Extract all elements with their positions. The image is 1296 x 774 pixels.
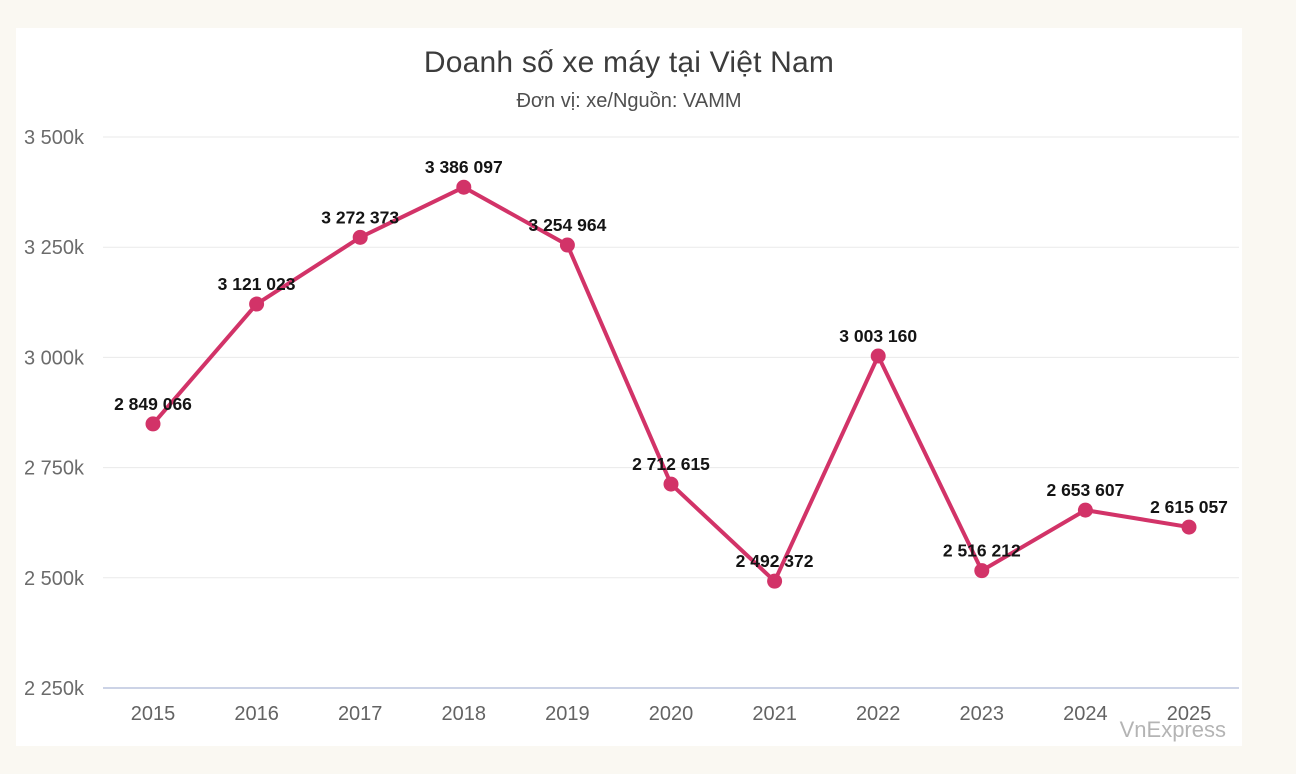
data-point-label-2017: 3 272 373 [321,207,399,227]
vnexpress-watermark: VnExpress [1119,717,1226,742]
data-point-label-2015: 2 849 066 [114,394,192,414]
data-point-2017[interactable] [352,229,368,245]
x-tick-label-2023: 2023 [960,703,1005,725]
x-tick-label-2017: 2017 [338,703,383,725]
y-tick-label: 3 250k [24,237,85,259]
data-point-2023[interactable] [974,563,990,579]
x-tick-label-2015: 2015 [131,703,176,725]
x-tick-label-2018: 2018 [442,703,487,725]
data-point-label-2021: 2 492 372 [736,551,814,571]
chart-subtitle: Đơn vị: xe/Nguồn: VAMM [516,90,742,112]
x-tick-label-2021: 2021 [752,703,797,725]
data-point-label-2022: 3 003 160 [839,326,917,346]
x-tick-label-2022: 2022 [856,703,901,725]
y-tick-label: 3 500k [24,127,85,149]
data-point-label-2025: 2 615 057 [1150,497,1228,517]
data-point-2018[interactable] [456,179,472,195]
data-point-2016[interactable] [249,296,265,312]
data-point-2015[interactable] [145,416,161,432]
chart-card: Doanh số xe máy tại Việt Nam Đơn vị: xe/… [16,28,1242,746]
x-tick-label-2020: 2020 [649,703,694,725]
data-point-2019[interactable] [559,237,575,253]
chart-title: Doanh số xe máy tại Việt Nam [423,46,835,79]
x-tick-label-2025: 2025 [1167,703,1212,725]
data-point-label-2023: 2 516 212 [943,541,1021,561]
line-chart: 2 250k 2 500k 2 750k 3 000k 3 250k 3 500k 2015… [24,127,1239,725]
data-point-2024[interactable] [1077,502,1093,518]
data-point-2025[interactable] [1181,519,1197,535]
data-point-2021[interactable] [767,573,783,589]
data-point-2022[interactable] [870,348,886,364]
data-point-label-2018: 3 386 097 [425,157,503,177]
data-point-label-2020: 2 712 615 [632,454,710,474]
y-tick-label: 2 500k [24,568,85,590]
x-tick-label-2019: 2019 [545,703,590,725]
x-tick-label-2024: 2024 [1063,703,1108,725]
y-tick-label: 2 250k [24,678,85,700]
y-tick-label: 2 750k [24,458,85,480]
y-tick-label: 3 000k [24,347,85,369]
sales-line [151,185,1191,584]
x-tick-label-2016: 2016 [234,703,279,725]
data-point-label-2024: 2 653 607 [1046,480,1124,500]
data-point-label-2019: 3 254 964 [528,215,606,235]
data-point-label-2016: 3 121 023 [218,274,296,294]
data-point-2020[interactable] [663,476,679,492]
